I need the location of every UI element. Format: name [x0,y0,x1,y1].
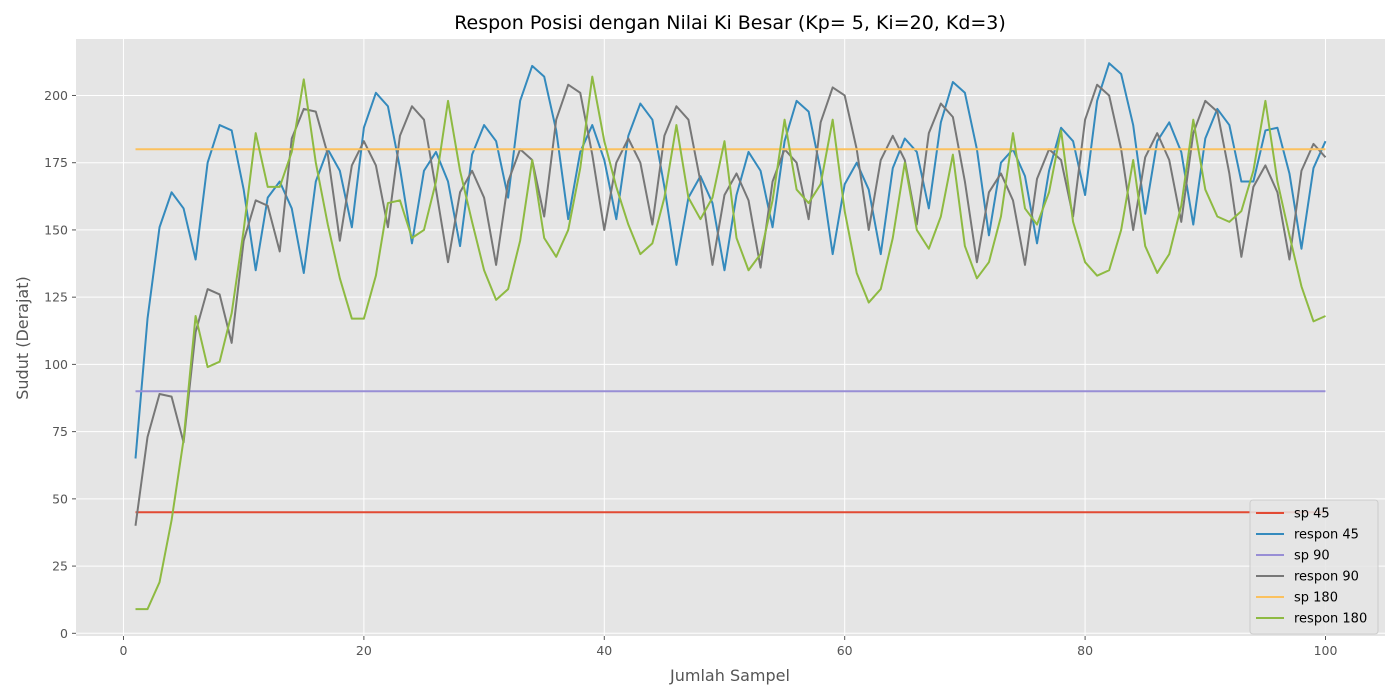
legend: sp 45 respon 45 sp 90 respon 90 sp 180 respon… [1249,499,1379,635]
series-line-respon-180 [135,75,1326,611]
legend-label-sp-180: sp 180 [1294,591,1338,606]
y-tick-label: 0 [60,626,68,641]
plot-background [76,39,1385,636]
y-tick-label: 150 [44,222,68,237]
legend-label-respon-45: respon 45 [1294,528,1359,543]
x-tick-label: 80 [1077,643,1093,658]
y-tick-label: 25 [52,559,68,574]
y-axis-label: Sudut (Derajat) [13,276,32,400]
x-axis-label: Jumlah Sampel [669,666,790,685]
legend-label-respon-90: respon 90 [1294,570,1359,585]
legend-label-sp-90: sp 90 [1294,549,1330,564]
legend-label-sp-45: sp 45 [1294,507,1330,522]
y-tick-label: 100 [44,357,68,372]
chart-title: Respon Posisi dengan Nilai Ki Besar (Kp=… [454,12,1006,34]
legend-label-respon-180: respon 180 [1294,612,1367,627]
tick-labels: 0 20 40 60 80 100 0 25 50 75 100 125 150 175 200 [44,88,1337,658]
x-tick-label: 40 [596,643,612,658]
y-tick-label: 200 [44,88,68,103]
series-line-respon-45 [134,62,1327,459]
x-tick-label: 20 [356,643,372,658]
y-tick-label: 50 [52,491,68,506]
x-tick-label: 60 [837,643,853,658]
y-tick-label: 125 [44,290,68,305]
y-tick-label: 75 [52,424,68,439]
x-tick-label: 0 [120,643,128,658]
x-tick-label: 100 [1314,643,1338,658]
y-tick-label: 175 [44,155,68,170]
series-layer [134,62,1327,611]
